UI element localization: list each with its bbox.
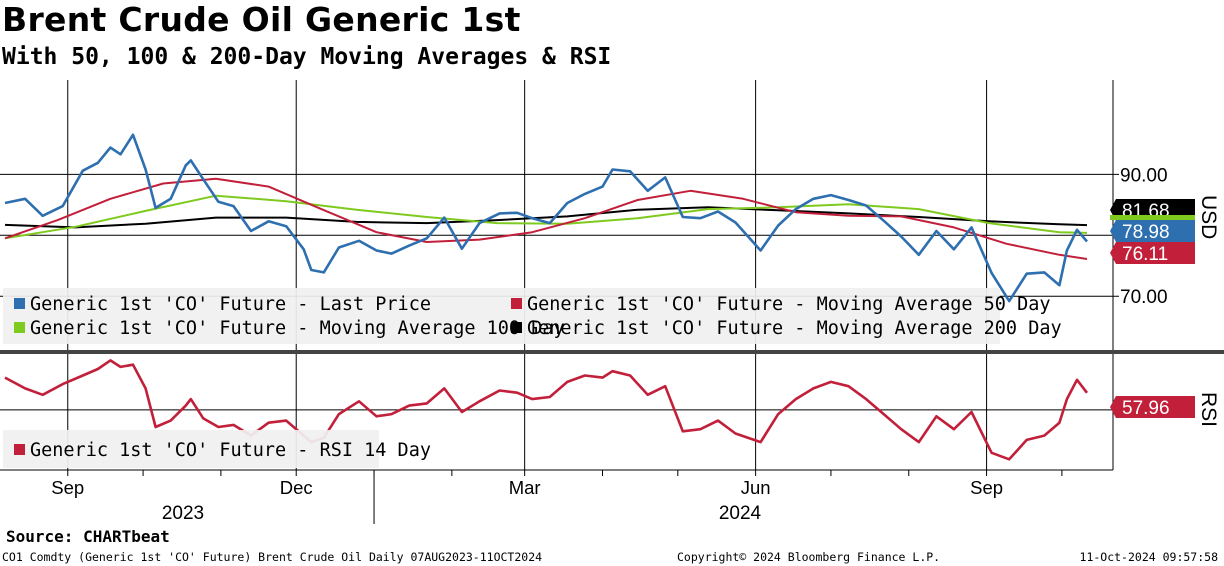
price-legend-swatch-2: [14, 322, 25, 333]
rsi-panel: 50Generic 1st 'CO' Future - RSI 14 Day57…: [0, 354, 1220, 471]
copyright-note: Copyright© 2024 Bloomberg Finance L.P.: [677, 550, 941, 564]
price-panel: 70.00 90.00 Generic 1st 'CO' Future - Last…: [0, 80, 1224, 354]
series-line-last-price: [4, 133, 1088, 303]
source-note: Source: CHARTbeat: [6, 527, 170, 546]
ticker-info: CO1 Comdty (Generic 1st 'CO' Future) Bre…: [2, 550, 543, 564]
panel-divider: [0, 350, 1224, 354]
last-value-tag-rsi-bg: [1110, 396, 1195, 418]
rsi-axis-title: RSI: [1197, 392, 1220, 427]
chart-subtitle: With 50, 100 & 200-Day Moving Averages &…: [2, 44, 612, 70]
price-legend-box: [3, 288, 1000, 344]
price-legend-swatch-0: [14, 298, 25, 309]
time-axis: Sep Dec Mar Jun Sep 2023 2024: [51, 470, 1063, 524]
x-tick-label-1: Dec: [280, 477, 313, 498]
year-label-1: 2024: [719, 503, 762, 524]
series-line-rsi-14-day: [4, 359, 1089, 461]
chart-title: Brent Crude Oil Generic 1st: [2, 0, 521, 39]
price-legend-label-3: Generic 1st 'CO' Future - Moving Average…: [527, 318, 1062, 339]
rsi-legend-swatch-0: [14, 444, 25, 455]
ma100-tag-edge: [1110, 215, 1195, 220]
price-legend-swatch-3: [511, 322, 522, 333]
last-value-tag-last-price-bg: [1110, 220, 1195, 242]
last-value-tag-last-price: 78.98: [1122, 222, 1170, 243]
last-value-tag-rsi: 57.96: [1122, 398, 1170, 419]
x-tick-label-4: Sep: [970, 477, 1003, 498]
x-tick-label-2: Mar: [509, 477, 541, 498]
price-y-tick-label: 90.00: [1120, 165, 1168, 186]
last-value-tag-moving-average-50-day-bg: [1110, 242, 1195, 264]
year-label-0: 2023: [162, 503, 204, 524]
price-legend-swatch-1: [511, 298, 522, 309]
last-value-tag-moving-average-50-day: 76.11: [1122, 244, 1168, 265]
price-y-tick-label: 70.00: [1120, 287, 1168, 308]
x-tick-label-0: Sep: [51, 477, 84, 498]
rsi-legend-label-0: Generic 1st 'CO' Future - RSI 14 Day: [30, 440, 431, 461]
price-legend-label-0: Generic 1st 'CO' Future - Last Price: [30, 294, 431, 315]
price-axis-title: USD: [1197, 195, 1220, 239]
price-legend-label-2: Generic 1st 'CO' Future - Moving Average…: [30, 318, 565, 339]
x-tick-label-3: Jun: [741, 477, 771, 498]
series-line-moving-average-200-day: [4, 206, 1088, 229]
price-legend-label-1: Generic 1st 'CO' Future - Moving Average…: [527, 294, 1050, 315]
timestamp: 11-Oct-2024 09:57:58: [1079, 550, 1218, 564]
series-line-moving-average-50-day: [4, 177, 1088, 260]
rsi-legend-box: [3, 430, 379, 468]
